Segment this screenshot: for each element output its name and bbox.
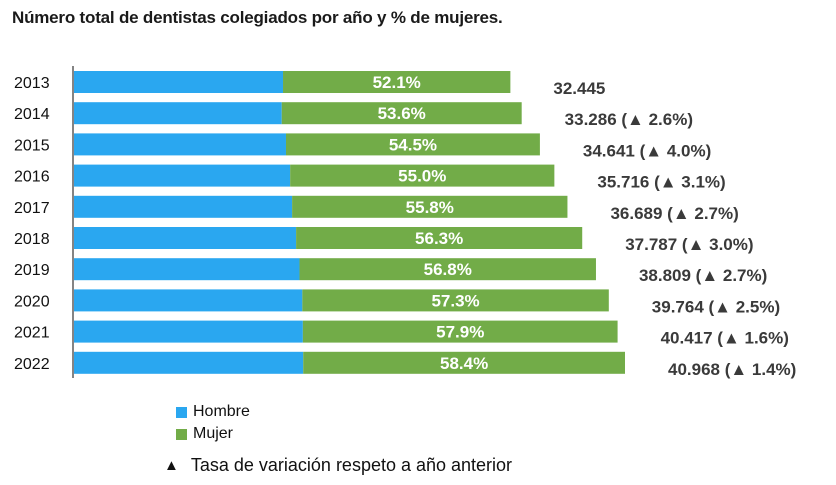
total-data-label: 34.641 (▲ 4.0%) [583,141,711,160]
total-data-label: 39.764 (▲ 2.5%) [652,297,780,316]
bar-hombre [74,258,300,281]
pct-data-label: 53.6% [378,104,426,123]
bar-mujer [302,320,618,343]
y-tick-label: 2021 [14,325,50,342]
pct-data-label: 55.0% [398,167,446,186]
pct-data-label: 55.8% [406,198,454,217]
bar-hombre [74,133,286,156]
bar-hombre [74,71,284,93]
legend-item-hombre: Hombre [176,401,250,423]
bar-mujer [283,71,511,93]
legend-label-mujer: Mujer [193,425,234,442]
bar-hombre [74,102,282,125]
bar-mujer [296,227,583,249]
bar-hombre [74,227,297,249]
variation-note: ▲ Tasa de variación respeto a año anteri… [164,455,512,476]
y-tick-label: 2014 [14,106,50,123]
legend-label-hombre: Hombre [193,403,250,420]
legend-item-mujer: Mujer [176,423,250,445]
total-data-label: 38.809 (▲ 2.7%) [639,266,767,285]
triangle-up-icon: ▲ [164,457,179,474]
y-tick-label: 2013 [14,75,50,92]
bar-hombre [74,195,293,218]
pct-data-label: 54.5% [389,135,437,154]
total-data-label: 33.286 (▲ 2.6%) [565,110,693,129]
total-data-label: 37.787 (▲ 3.0%) [625,235,753,254]
pct-data-label: 56.8% [424,260,472,279]
y-tick-label: 2022 [14,356,50,373]
total-data-label: 40.968 (▲ 1.4%) [668,360,796,379]
total-data-label: 35.716 (▲ 3.1%) [597,173,725,192]
legend-swatch-mujer [176,428,187,440]
pct-data-label: 56.3% [415,229,463,248]
variation-note-label: Tasa de variación respeto a año anterior [190,455,513,475]
bar-mujer [281,102,522,125]
y-tick-label: 2019 [14,262,50,279]
y-tick-label: 2017 [14,200,50,217]
bar-hombre [74,351,304,374]
y-tick-label: 2016 [14,169,50,186]
y-tick-label: 2020 [14,293,50,310]
bar-mujer [299,258,596,281]
pct-data-label: 58.4% [440,354,488,373]
pct-data-label: 57.3% [431,291,479,310]
legend-swatch-hombre [176,406,187,418]
total-data-label: 36.689 (▲ 2.7%) [610,204,738,223]
chart-title: Número total de dentistas colegiados por… [12,8,503,27]
bar-mujer [285,133,540,156]
bar-hombre [74,289,303,312]
bar-hombre [74,320,303,343]
bar-hombre [74,164,291,187]
total-data-label: 40.417 (▲ 1.6%) [661,329,789,348]
bar-mujer [302,289,609,312]
pct-data-label: 52.1% [373,73,421,92]
pct-data-label: 57.9% [436,323,484,342]
legend: Hombre Mujer [176,401,250,445]
bar-mujer [303,351,625,374]
y-tick-label: 2015 [14,137,50,154]
bar-chart: 2013 52.1% 32.445 2014 53.6% 33.286 (▲ 2.6%) 2… [14,66,796,379]
y-tick-label: 2018 [14,231,50,248]
bar-mujer [292,195,568,218]
bar-mujer [290,164,555,187]
total-data-label: 32.445 [553,79,605,98]
